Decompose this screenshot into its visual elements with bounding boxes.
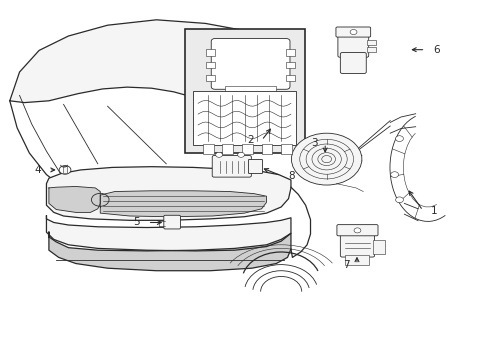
Circle shape xyxy=(353,228,360,233)
FancyBboxPatch shape xyxy=(336,225,377,236)
Text: 3: 3 xyxy=(310,138,317,148)
Circle shape xyxy=(291,133,361,185)
FancyBboxPatch shape xyxy=(211,39,289,89)
FancyBboxPatch shape xyxy=(340,227,374,257)
FancyBboxPatch shape xyxy=(212,156,251,177)
Text: 7: 7 xyxy=(342,260,349,270)
FancyBboxPatch shape xyxy=(163,215,180,229)
Polygon shape xyxy=(10,20,290,106)
Text: 5: 5 xyxy=(133,217,140,228)
FancyBboxPatch shape xyxy=(285,75,294,81)
FancyBboxPatch shape xyxy=(340,53,366,73)
Text: 2: 2 xyxy=(247,135,254,145)
Polygon shape xyxy=(49,186,100,212)
Circle shape xyxy=(321,156,331,163)
Bar xyxy=(261,144,272,154)
FancyBboxPatch shape xyxy=(206,75,215,81)
FancyBboxPatch shape xyxy=(335,27,370,37)
Polygon shape xyxy=(46,167,290,220)
Circle shape xyxy=(349,30,356,35)
Polygon shape xyxy=(49,232,290,271)
Bar xyxy=(242,144,252,154)
Circle shape xyxy=(395,136,403,141)
Text: 6: 6 xyxy=(432,45,439,55)
Bar xyxy=(366,47,375,52)
Circle shape xyxy=(59,166,71,174)
Bar xyxy=(203,144,213,154)
Bar xyxy=(366,40,375,45)
FancyBboxPatch shape xyxy=(337,31,368,57)
Circle shape xyxy=(395,197,403,203)
FancyBboxPatch shape xyxy=(193,91,295,145)
FancyBboxPatch shape xyxy=(285,49,294,56)
Polygon shape xyxy=(46,216,290,251)
FancyBboxPatch shape xyxy=(206,49,215,56)
Bar xyxy=(281,144,291,154)
Text: 1: 1 xyxy=(429,206,436,216)
Bar xyxy=(62,166,67,173)
FancyBboxPatch shape xyxy=(184,29,304,153)
Bar xyxy=(222,144,233,154)
FancyBboxPatch shape xyxy=(206,62,215,68)
Text: 8: 8 xyxy=(288,171,295,181)
Text: 4: 4 xyxy=(35,165,41,175)
Circle shape xyxy=(237,152,244,157)
Polygon shape xyxy=(100,191,266,217)
FancyBboxPatch shape xyxy=(224,86,276,94)
Bar xyxy=(372,240,384,254)
FancyBboxPatch shape xyxy=(285,62,294,68)
FancyBboxPatch shape xyxy=(248,159,262,174)
Circle shape xyxy=(215,152,222,157)
Bar xyxy=(344,255,368,265)
Circle shape xyxy=(390,172,398,177)
